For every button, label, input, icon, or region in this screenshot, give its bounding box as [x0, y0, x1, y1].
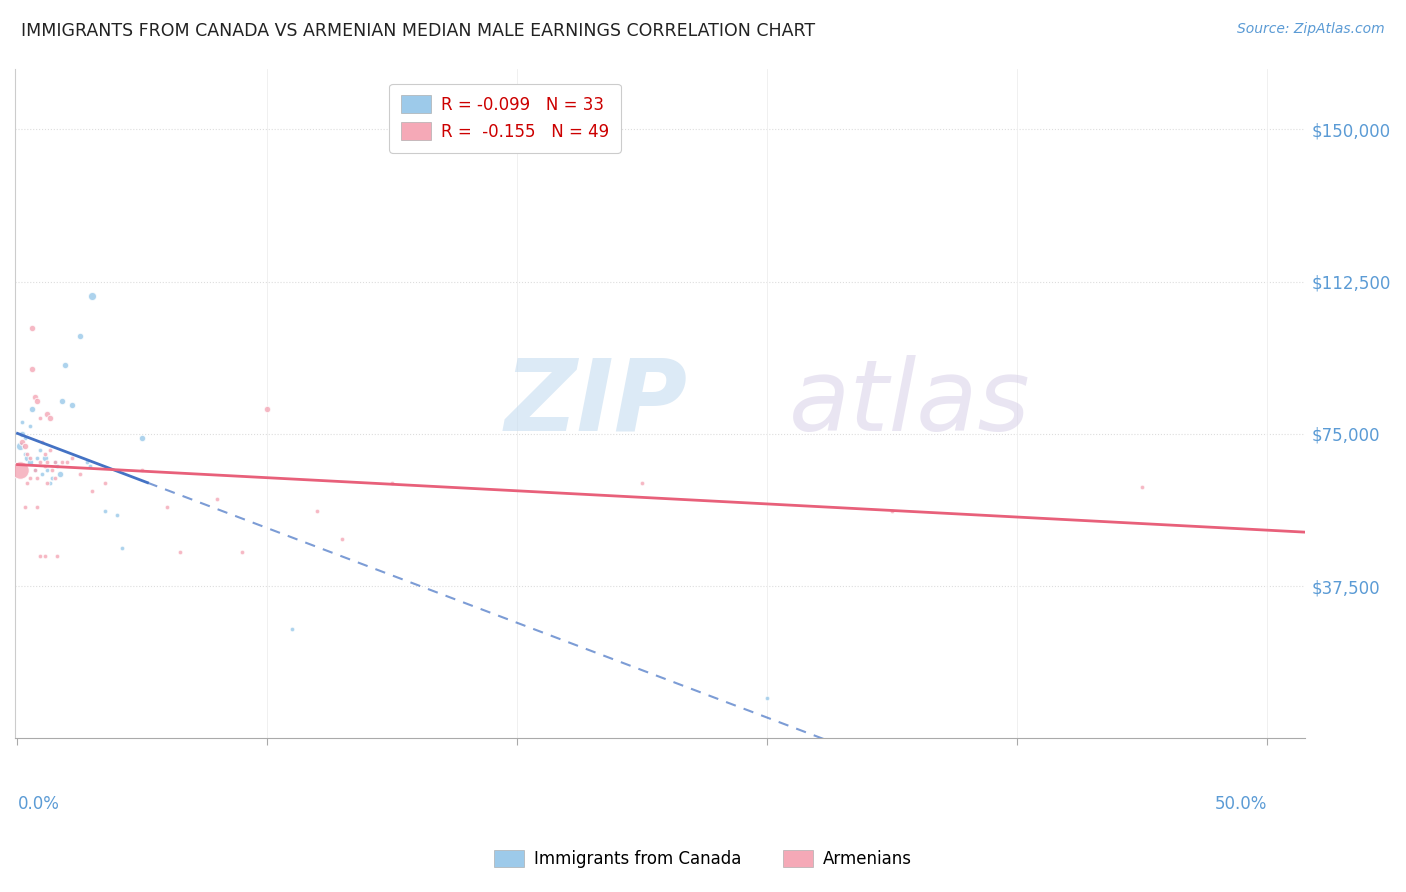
Point — [41, 471, 63, 485]
Point — [131, 431, 153, 445]
Point — [156, 500, 179, 514]
Point — [14, 439, 37, 453]
Point — [11, 426, 34, 441]
Point — [51, 455, 73, 469]
Point — [27, 500, 49, 514]
Legend: Immigrants from Canada, Armenians: Immigrants from Canada, Armenians — [488, 843, 918, 875]
Point — [18, 418, 41, 433]
Point — [31, 434, 53, 449]
Point — [21, 362, 44, 376]
Point — [27, 471, 49, 485]
Point — [49, 467, 72, 482]
Point — [28, 410, 51, 425]
Point — [281, 622, 304, 636]
Point — [107, 508, 129, 522]
Point — [17, 447, 39, 461]
Point — [31, 467, 53, 482]
Point — [34, 451, 56, 466]
Point — [76, 455, 98, 469]
Point — [24, 463, 46, 477]
Point — [17, 475, 39, 490]
Point — [56, 455, 79, 469]
Text: 50.0%: 50.0% — [1215, 795, 1267, 814]
Point — [39, 410, 62, 425]
Point — [18, 455, 41, 469]
Legend: R = -0.099   N = 33, R =  -0.155   N = 49: R = -0.099 N = 33, R = -0.155 N = 49 — [389, 84, 621, 153]
Point — [24, 390, 46, 404]
Point — [62, 399, 84, 413]
Point — [18, 471, 41, 485]
Point — [14, 500, 37, 514]
Point — [94, 504, 117, 518]
Point — [94, 475, 117, 490]
Point — [69, 329, 91, 343]
Text: 0.0%: 0.0% — [17, 795, 59, 814]
Point — [231, 544, 253, 558]
Point — [14, 431, 37, 445]
Point — [28, 549, 51, 563]
Point — [51, 394, 73, 409]
Point — [27, 451, 49, 466]
Point — [381, 475, 404, 490]
Point — [256, 402, 278, 417]
Point — [44, 455, 66, 469]
Point — [18, 451, 41, 466]
Point — [41, 463, 63, 477]
Text: IMMIGRANTS FROM CANADA VS ARMENIAN MEDIAN MALE EARNINGS CORRELATION CHART: IMMIGRANTS FROM CANADA VS ARMENIAN MEDIA… — [21, 22, 815, 40]
Point — [1130, 480, 1153, 494]
Point — [46, 459, 69, 474]
Point — [44, 455, 66, 469]
Point — [131, 463, 153, 477]
Point — [882, 504, 904, 518]
Point — [28, 455, 51, 469]
Point — [37, 407, 59, 421]
Point — [27, 394, 49, 409]
Point — [44, 471, 66, 485]
Point — [332, 533, 354, 547]
Point — [39, 475, 62, 490]
Point — [11, 415, 34, 429]
Point — [11, 434, 34, 449]
Point — [37, 475, 59, 490]
Point — [46, 549, 69, 563]
Point — [169, 544, 191, 558]
Point — [82, 289, 104, 303]
Point — [34, 459, 56, 474]
Point — [17, 451, 39, 466]
Point — [79, 459, 101, 474]
Point — [37, 455, 59, 469]
Point — [631, 475, 654, 490]
Point — [69, 467, 91, 482]
Point — [24, 463, 46, 477]
Point — [28, 443, 51, 458]
Text: atlas: atlas — [789, 355, 1031, 452]
Point — [39, 443, 62, 458]
Point — [756, 690, 779, 705]
Point — [307, 504, 329, 518]
Point — [62, 451, 84, 466]
Y-axis label: Median Male Earnings: Median Male Earnings — [0, 319, 7, 487]
Point — [34, 447, 56, 461]
Point — [111, 541, 134, 555]
Point — [8, 439, 31, 453]
Point — [207, 491, 229, 506]
Point — [53, 358, 76, 372]
Text: ZIP: ZIP — [505, 355, 688, 452]
Text: Source: ZipAtlas.com: Source: ZipAtlas.com — [1237, 22, 1385, 37]
Point — [82, 483, 104, 498]
Point — [21, 321, 44, 335]
Point — [8, 463, 31, 477]
Point — [37, 463, 59, 477]
Point — [34, 549, 56, 563]
Point — [21, 402, 44, 417]
Point — [14, 447, 37, 461]
